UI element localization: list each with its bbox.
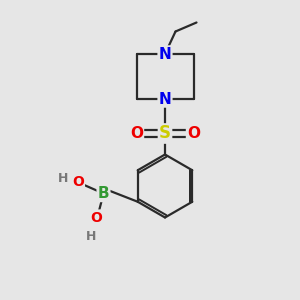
Text: O: O [130,126,143,141]
Text: H: H [86,230,97,244]
Text: H: H [58,172,68,185]
Text: O: O [187,126,200,141]
Text: S: S [159,124,171,142]
Text: B: B [98,186,109,201]
Text: O: O [72,175,84,188]
Text: N: N [159,46,171,62]
Text: N: N [159,92,171,106]
Text: O: O [90,211,102,224]
